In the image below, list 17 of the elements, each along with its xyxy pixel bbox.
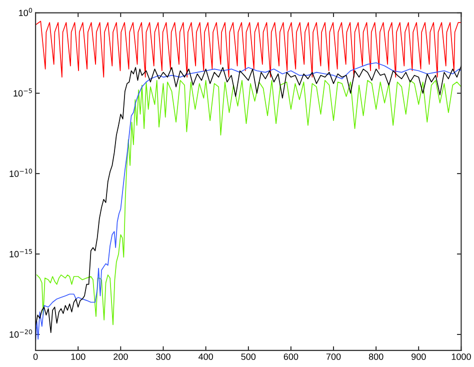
y-tick-label: 10$^{−10}$ [10, 168, 32, 177]
x-tick-label: 100 [71, 354, 86, 360]
y-tick-label: 10$^{−5}$ [14, 88, 32, 97]
y-tick-label: 10$^{−20}$ [10, 329, 32, 338]
x-tick-label: 500 [241, 354, 256, 360]
x-tick-label: 300 [156, 354, 170, 360]
x-tick-label: 1000 [452, 354, 471, 360]
x-tick-label: 600 [284, 354, 298, 360]
x-tick-label: 200 [114, 354, 128, 360]
x-tick-label: 900 [412, 354, 426, 360]
y-tick-label: 10$^{0}$ [19, 8, 32, 16]
x-tick-label: 0 [33, 354, 38, 360]
x-tick-label: 800 [368, 354, 384, 360]
x-tick-label: 700 [326, 354, 341, 360]
y-tick-label: 10$^{−15}$ [10, 249, 32, 258]
line-series [36, 20, 462, 78]
x-tick-label: 400 [198, 354, 213, 360]
